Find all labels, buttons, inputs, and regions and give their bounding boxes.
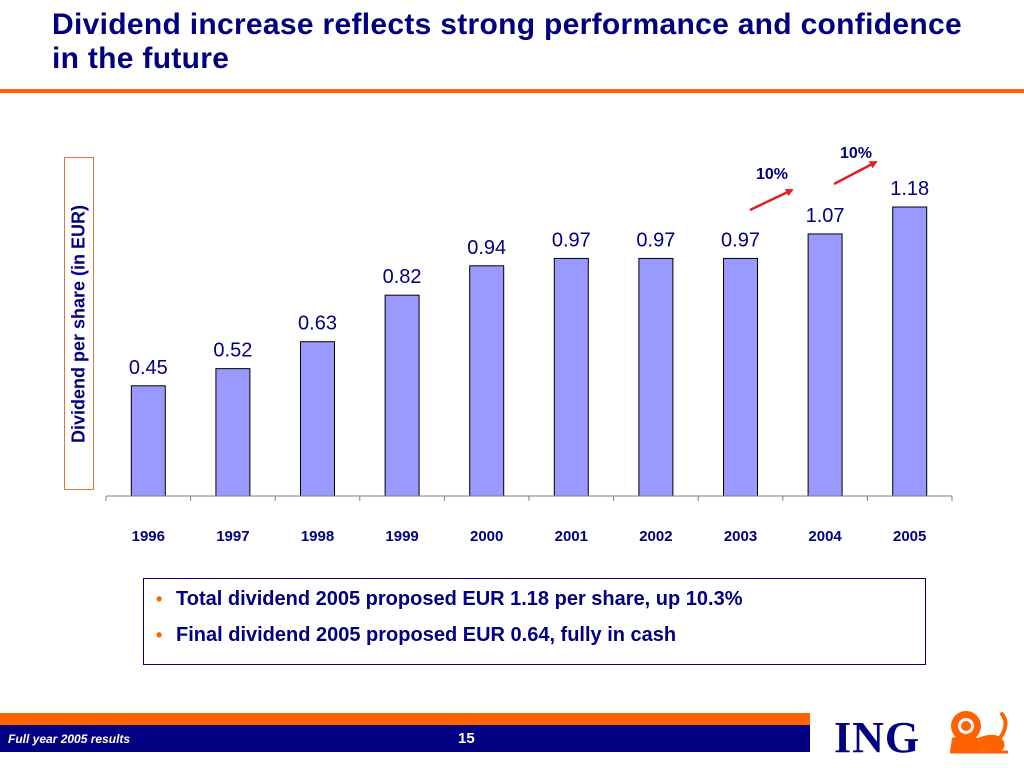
value-label: 1.18 — [890, 178, 929, 200]
bar-2001 — [553, 257, 589, 497]
bar-2000 — [469, 265, 505, 497]
value-label: 0.45 — [129, 357, 168, 379]
x-tick-label: 2003 — [724, 528, 757, 545]
bullet-dot-icon: • — [156, 589, 163, 609]
value-label: 0.97 — [636, 229, 675, 251]
bar-1998 — [300, 341, 335, 497]
logo-wordmark: ING — [834, 713, 921, 762]
bullet-item: • Final dividend 2005 proposed EUR 0.64,… — [156, 624, 925, 660]
x-tick-label: 1998 — [301, 528, 334, 545]
x-tick-label: 2002 — [639, 528, 672, 545]
growth-arrow-icon — [749, 188, 794, 212]
value-label: 0.82 — [383, 266, 422, 288]
x-tick-label: 1999 — [385, 528, 418, 545]
growth-annotation: 10% — [756, 166, 788, 183]
bar-2002 — [638, 257, 674, 497]
ing-logo: ING — [834, 706, 1014, 762]
dividend-bar-chart: 0.45 1996 0.52 1997 0.63 1998 0.82 1999 0.94 2000… — [105, 145, 953, 545]
value-label: 0.63 — [298, 313, 337, 335]
footer-bar: Full year 2005 results 15 — [0, 725, 810, 752]
lion-icon — [950, 711, 1008, 754]
bar-1996 — [130, 385, 166, 497]
value-label: 0.52 — [213, 340, 252, 362]
value-label: 0.94 — [467, 237, 506, 259]
growth-arrow-icon — [833, 160, 878, 186]
x-tick-label: 2001 — [555, 528, 588, 545]
title-divider — [0, 89, 1024, 93]
y-axis-label-box: Dividend per share (in EUR) — [64, 157, 94, 490]
value-label: 1.07 — [806, 205, 845, 227]
page-number: 15 — [458, 730, 475, 747]
x-tick-label: 2005 — [893, 528, 926, 545]
x-tick-label: 2004 — [808, 528, 842, 545]
bullet-dot-icon: • — [156, 625, 163, 645]
growth-annotation: 10% — [840, 145, 872, 162]
x-tick-label: 2000 — [470, 528, 503, 545]
footer-accent-bar — [0, 713, 810, 725]
footer-caption: Full year 2005 results — [8, 732, 131, 746]
bullet-text: Final dividend 2005 proposed EUR 0.64, f… — [176, 624, 677, 646]
bar-1997 — [215, 368, 251, 497]
bar-2003 — [723, 257, 758, 497]
bullet-item: • Total dividend 2005 proposed EUR 1.18 … — [156, 588, 925, 624]
page-title: Dividend increase reflects strong perfor… — [52, 8, 962, 75]
x-tick-label: 1997 — [216, 528, 249, 545]
x-tick-label: 1996 — [132, 528, 165, 545]
bullet-text: Total dividend 2005 proposed EUR 1.18 pe… — [176, 588, 743, 610]
value-label: 0.97 — [721, 229, 760, 251]
highlights-box: • Total dividend 2005 proposed EUR 1.18 … — [143, 578, 926, 665]
bar-2005 — [892, 206, 928, 497]
bar-2004 — [807, 233, 843, 497]
value-label: 0.97 — [552, 229, 591, 251]
bar-1999 — [384, 294, 420, 497]
